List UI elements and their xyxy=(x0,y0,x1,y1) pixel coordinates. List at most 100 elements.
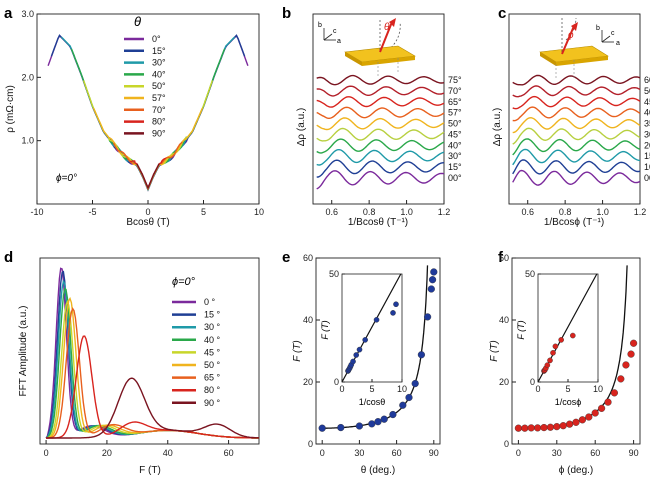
data-point xyxy=(553,423,561,431)
data-point xyxy=(424,313,432,321)
x-tick-label: 40 xyxy=(163,448,173,458)
legend-label-70°: 70° xyxy=(152,105,166,115)
panel-c-frame xyxy=(508,13,641,205)
series-line-00° xyxy=(316,170,445,190)
inset-x-tick-label: 5 xyxy=(369,384,374,394)
panel-b-geometry-inset: θ b c a xyxy=(318,18,416,76)
series-line-60° xyxy=(512,74,641,86)
inset-x-tick-label: 10 xyxy=(593,384,603,394)
series-line-70° xyxy=(112,141,183,191)
data-point xyxy=(604,398,612,406)
data-point xyxy=(318,424,326,432)
inset-data-point xyxy=(373,316,380,323)
inset-axis-a-label: a xyxy=(337,38,341,45)
panel-a-legend-title: θ xyxy=(134,14,141,29)
x-tick-label: 0.6 xyxy=(325,207,338,217)
y-tick-label: 20 xyxy=(499,377,509,387)
panel-d-series xyxy=(45,267,260,439)
y-tick-label: 0 xyxy=(504,439,509,449)
series-label-45°: 45° xyxy=(448,129,462,139)
series-line-40° xyxy=(316,138,445,154)
panel-f-inset: 0 5 10 0 50 xyxy=(525,269,603,394)
panel-a-xlabel: Bcosθ (T) xyxy=(126,217,169,228)
legend-label-0°: 0° xyxy=(152,34,161,44)
series-line-75° xyxy=(316,74,445,86)
inset-data-point xyxy=(390,310,396,316)
series-label-35°: 35° xyxy=(644,119,650,129)
panel-b-series-labels: 75°70°65°57°50°45°40°30°15°00° xyxy=(448,75,462,183)
legend-label-30°: 30° xyxy=(152,58,166,68)
inset-angle-label: ϕ xyxy=(568,30,574,41)
inset-x-tick-label: 0 xyxy=(339,384,344,394)
data-point xyxy=(389,410,397,419)
legend-label-30 °: 30 ° xyxy=(204,322,221,332)
sample-plate-side xyxy=(540,52,556,66)
x-tick-label: 0.6 xyxy=(521,207,534,217)
inset-y-tick-label: 0 xyxy=(334,377,339,387)
inset-data-point xyxy=(353,352,360,358)
series-line-20° xyxy=(512,138,641,156)
inset-x-tick-label: 10 xyxy=(397,384,407,394)
panel-d: d 0 20 40 60 FFT Amplitude (a.u.) F (T) ϕ=0… xyxy=(4,249,260,476)
x-tick-label: 60 xyxy=(590,448,600,458)
panel-d-legend: 0 ° 15 ° 30 ° 40 ° 45 ° 50 ° 65 ° 80 ° 90 ° xyxy=(172,297,221,408)
series-line-65° xyxy=(316,96,445,108)
x-tick-label: 0.8 xyxy=(559,207,572,217)
series-line-0° xyxy=(47,34,249,192)
panel-a-ylabel: ρ (mΩ·cm) xyxy=(5,85,16,133)
inset-x-tick-label: 0 xyxy=(535,384,540,394)
data-point xyxy=(430,268,438,276)
series-line-50° xyxy=(316,117,445,131)
x-tick-label: 30 xyxy=(354,448,364,458)
data-point xyxy=(610,389,619,397)
x-tick-label: 60 xyxy=(392,448,402,458)
panel-f-frame xyxy=(511,257,641,445)
x-tick-label: 60 xyxy=(224,448,234,458)
series-label-50°: 50° xyxy=(644,86,650,96)
panel-a-series xyxy=(47,34,249,192)
series-line-40° xyxy=(512,106,641,122)
series-line-15° xyxy=(512,148,641,166)
series-line-45° xyxy=(512,95,641,110)
y-tick-label: 60 xyxy=(499,253,509,263)
inset-x-tick-label: 5 xyxy=(565,384,570,394)
data-point xyxy=(597,404,606,412)
data-point xyxy=(428,276,437,284)
series-line-57° xyxy=(316,106,445,119)
series-label-30°: 30° xyxy=(448,151,462,161)
data-point xyxy=(559,422,567,430)
inset-axis-c-label: c xyxy=(333,28,337,35)
panel-d-frame xyxy=(39,257,260,445)
x-tick-label: 20 xyxy=(102,448,112,458)
y-tick-label: 40 xyxy=(303,315,313,325)
data-point xyxy=(572,418,580,426)
series-label-57°: 57° xyxy=(448,108,462,118)
x-tick-label: 90 xyxy=(429,448,439,458)
data-point xyxy=(533,424,542,432)
legend-label-40 °: 40 ° xyxy=(204,335,221,345)
axis-c-arrow xyxy=(323,33,333,41)
inset-axis-a-label: a xyxy=(616,40,620,47)
data-point xyxy=(521,424,529,432)
data-point xyxy=(527,424,535,432)
series-label-75°: 75° xyxy=(448,75,462,85)
series-line-10° xyxy=(512,159,641,175)
panel-b-frame xyxy=(312,13,445,205)
x-tick-label: -10 xyxy=(30,207,43,217)
panel-c-series-labels: 60°50°45°40°35°30°20°15°10°00° xyxy=(644,75,650,183)
y-tick-label: 1.0 xyxy=(21,136,34,146)
panel-c-ticks: 0.6 0.8 1.0 1.2 xyxy=(521,200,646,217)
data-point xyxy=(514,424,523,432)
sample-plate-edge xyxy=(362,56,415,66)
series-line-15° xyxy=(50,34,246,192)
inset-axis-b-label: b xyxy=(318,22,322,29)
series-line-45° xyxy=(316,127,445,142)
x-tick-label: 0 xyxy=(145,207,150,217)
data-point xyxy=(355,422,364,430)
inset-axis-c-label: c xyxy=(611,30,615,37)
panel-a-phi-note: ϕ=0° xyxy=(56,173,77,184)
inset-data-point xyxy=(558,337,564,343)
data-point xyxy=(374,418,382,426)
